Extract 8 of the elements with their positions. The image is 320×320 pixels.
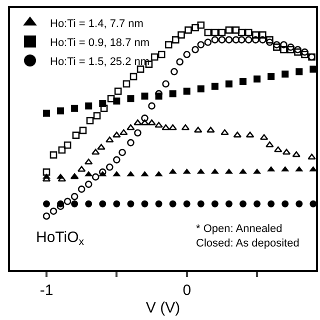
x-axis-title: V (V)	[146, 300, 180, 316]
legend-label: Ho:Ti = 1.4, 7.7 nm	[50, 18, 144, 30]
legend-label: Ho:Ti = 1.5, 25.2 nm	[50, 56, 150, 68]
legend-label: Ho:Ti = 0.9, 18.7 nm	[50, 36, 150, 49]
x-tick-label: 0	[182, 282, 192, 299]
annotation: * Open: Annealed Closed: As deposited	[196, 223, 300, 250]
x-tick-label: -1	[40, 282, 54, 299]
annotation: HoTiO$_{x}$	[36, 229, 85, 248]
